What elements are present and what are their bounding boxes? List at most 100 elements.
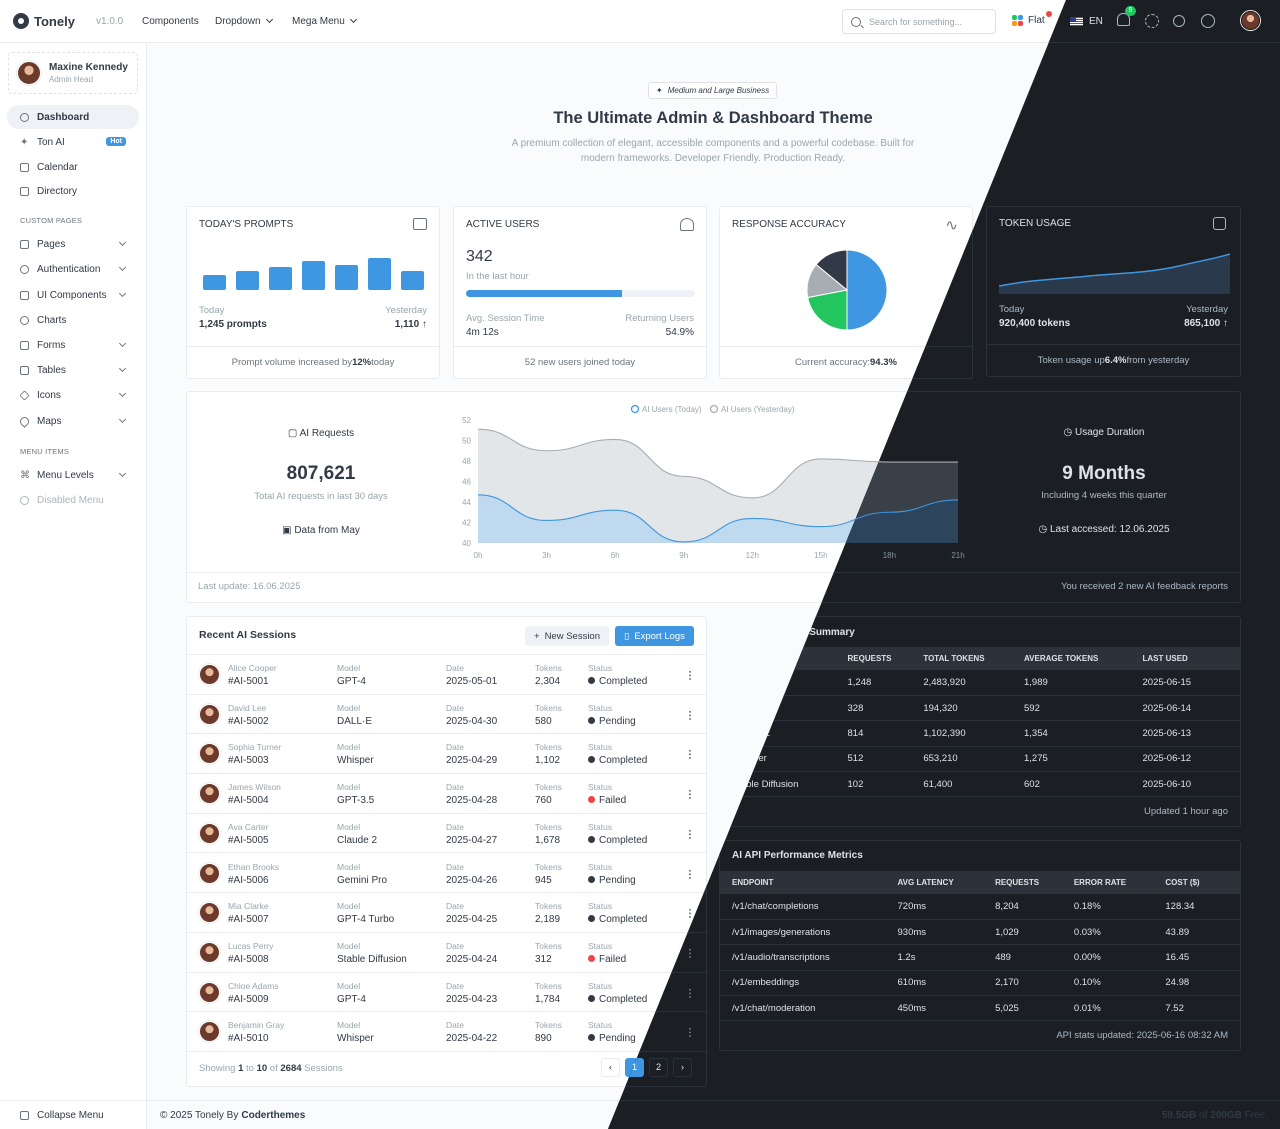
- table-row[interactable]: /v1/embeddings 610ms 2,170 0.10% 24.98: [720, 970, 1240, 997]
- x-tick-label: 15h: [814, 551, 827, 560]
- search-input[interactable]: Search for something...: [842, 9, 996, 34]
- table-row[interactable]: Sophia Turner #AI-5003 Model Whisper Dat…: [187, 734, 706, 775]
- table-row[interactable]: Benjamin Gray #AI-5010 Model Whisper Dat…: [187, 1012, 706, 1052]
- brand-logo[interactable]: Tonely: [13, 13, 75, 29]
- more-vertical-icon[interactable]: [689, 709, 691, 720]
- user-avatar[interactable]: [1241, 11, 1260, 30]
- sidebar-item-menu-levels[interactable]: ⌘ Menu Levels: [7, 463, 139, 487]
- table-cell: 814: [835, 720, 912, 747]
- sidebar-item-maps[interactable]: Maps: [7, 409, 139, 433]
- components-icon: [20, 290, 29, 300]
- sidebar-item-calendar[interactable]: Calendar: [7, 155, 139, 179]
- language-selector[interactable]: EN: [1070, 16, 1103, 27]
- card-title: Response Accuracy: [732, 219, 846, 230]
- sidebar-item-directory[interactable]: Directory: [7, 179, 139, 203]
- api-metrics-updated: API stats updated: 2025-06-16 08:32 AM: [1056, 1030, 1228, 1041]
- more-vertical-icon[interactable]: [689, 947, 691, 958]
- table-row[interactable]: James Wilson #AI-5004 Model GPT-3.5 Date…: [187, 774, 706, 814]
- nav-dropdown[interactable]: Dropdown: [215, 15, 273, 27]
- us-flag-icon: [1070, 17, 1083, 26]
- nav-components[interactable]: Components: [142, 16, 199, 27]
- session-id[interactable]: #AI-5009: [228, 993, 269, 1005]
- export-logs-button[interactable]: ▯ Export Logs: [615, 626, 694, 646]
- sidebar-item-icons[interactable]: Icons: [7, 383, 139, 407]
- session-id[interactable]: #AI-5004: [228, 795, 269, 807]
- table-row[interactable]: Ethan Brooks #AI-5006 Model Gemini Pro D…: [187, 854, 706, 894]
- status-text: Pending: [599, 874, 636, 886]
- table-row[interactable]: David Lee #AI-5002 Model DALL·E Date 202…: [187, 695, 706, 735]
- settings-icon[interactable]: [1145, 14, 1159, 28]
- session-id[interactable]: #AI-5006: [228, 874, 269, 886]
- collapse-menu-button[interactable]: Collapse Menu: [0, 1100, 147, 1129]
- new-session-button[interactable]: + New Session: [525, 626, 610, 646]
- table-cell: 930ms: [885, 919, 984, 946]
- status-dot: [588, 994, 595, 1002]
- table-row[interactable]: Mia Clarke #AI-5007 Model GPT-4 Turbo Da…: [187, 893, 706, 933]
- session-id[interactable]: #AI-5003: [228, 755, 269, 767]
- more-vertical-icon[interactable]: [689, 987, 691, 998]
- more-vertical-icon[interactable]: [689, 789, 691, 800]
- more-vertical-icon[interactable]: [689, 1027, 691, 1038]
- card-todays-prompts: Today's Prompts Today 1,245 prompts Yest…: [186, 206, 440, 379]
- session-id[interactable]: #AI-5002: [228, 715, 269, 727]
- table-cell: 2025-06-14: [1130, 695, 1240, 722]
- sidebar-item-pages[interactable]: Pages: [7, 232, 139, 256]
- table-row[interactable]: Chloe Adams #AI-5009 Model GPT-4 Date 20…: [187, 973, 706, 1013]
- prev-page-button[interactable]: ‹: [601, 1058, 620, 1077]
- session-id[interactable]: #AI-5001: [228, 676, 269, 687]
- sidebar-item-forms[interactable]: Forms: [7, 333, 139, 357]
- session-model: Whisper: [337, 755, 374, 767]
- more-vertical-icon[interactable]: [689, 868, 691, 879]
- table-row[interactable]: Stable Diffusion 102 61,400 602 2025-06-10: [720, 771, 1240, 798]
- api-metrics-title: AI API Performance Metrics: [732, 850, 863, 861]
- more-vertical-icon[interactable]: [689, 749, 691, 760]
- card-title: Token Usage: [999, 218, 1072, 229]
- sidebar-item-tables[interactable]: Tables: [7, 358, 139, 382]
- theme-flat-toggle[interactable]: Flat: [1012, 11, 1052, 26]
- copyright-text: © 2025 Tonely By: [160, 1109, 239, 1121]
- notification-badge: 9: [1125, 6, 1136, 16]
- api-metrics-table-wrap: Endpoint Avg Latency Requests Error Rate Cos…: [720, 871, 1240, 1022]
- sidebar-item-ui-components[interactable]: UI Components: [7, 283, 139, 307]
- table-row[interactable]: /v1/images/generations 930ms 1,029 0.03% 43.…: [720, 919, 1240, 946]
- table-row[interactable]: Alice Cooper #AI-5001 Model GPT-4 Date 2…: [187, 655, 706, 695]
- nav-mega-menu[interactable]: Mega Menu: [292, 15, 357, 27]
- session-id[interactable]: #AI-5010: [228, 1033, 269, 1045]
- bell-icon[interactable]: [1117, 13, 1130, 26]
- session-id[interactable]: #AI-5005: [228, 834, 269, 846]
- copyright-brand[interactable]: Coderthemes: [241, 1109, 306, 1121]
- next-page-button[interactable]: ›: [673, 1058, 692, 1077]
- sidebar-item-label: Forms: [37, 339, 66, 351]
- more-vertical-icon[interactable]: [689, 670, 691, 680]
- sidebar-item-authentication[interactable]: Authentication: [7, 257, 139, 281]
- palette-icon[interactable]: [1201, 14, 1215, 28]
- table-row[interactable]: Ava Carter #AI-5005 Model Claude 2 Date …: [187, 814, 706, 854]
- table-row[interactable]: /v1/chat/completions 720ms 8,204 0.18% 128.3…: [720, 894, 1240, 920]
- session-model: Stable Diffusion: [337, 953, 407, 965]
- session-id[interactable]: #AI-5008: [228, 953, 269, 965]
- sidebar-item-charts[interactable]: Charts: [7, 308, 139, 332]
- sidebar-item-dashboard[interactable]: Dashboard: [7, 105, 139, 129]
- status-text: Completed: [599, 834, 648, 846]
- sidebar-item-label: Tables: [37, 364, 66, 376]
- user-card[interactable]: Maxine Kennedy Admin Head: [8, 52, 138, 94]
- sun-icon[interactable]: [1173, 15, 1185, 27]
- stack-icon: [19, 389, 30, 401]
- page-2-button[interactable]: 2: [649, 1058, 668, 1077]
- table-cell: 653,210: [911, 746, 1012, 773]
- session-id[interactable]: #AI-5007: [228, 914, 269, 926]
- more-vertical-icon[interactable]: [689, 908, 691, 919]
- avatar: [199, 941, 220, 963]
- table-row[interactable]: /v1/audio/transcriptions 1.2s 489 0.00% 16.4…: [720, 944, 1240, 971]
- table-row[interactable]: /v1/chat/moderation 450ms 5,025 0.01% 7.52: [720, 995, 1240, 1022]
- legend-marker: [709, 404, 719, 414]
- table-row[interactable]: Lucas Perry #AI-5008 Model Stable Diffus…: [187, 933, 706, 973]
- sidebar-item-ton-ai[interactable]: ✦ Ton AI Hot: [7, 130, 139, 154]
- y-tick-label: 42: [462, 519, 471, 528]
- more-vertical-icon[interactable]: [689, 828, 691, 839]
- pie-slice: [815, 249, 848, 292]
